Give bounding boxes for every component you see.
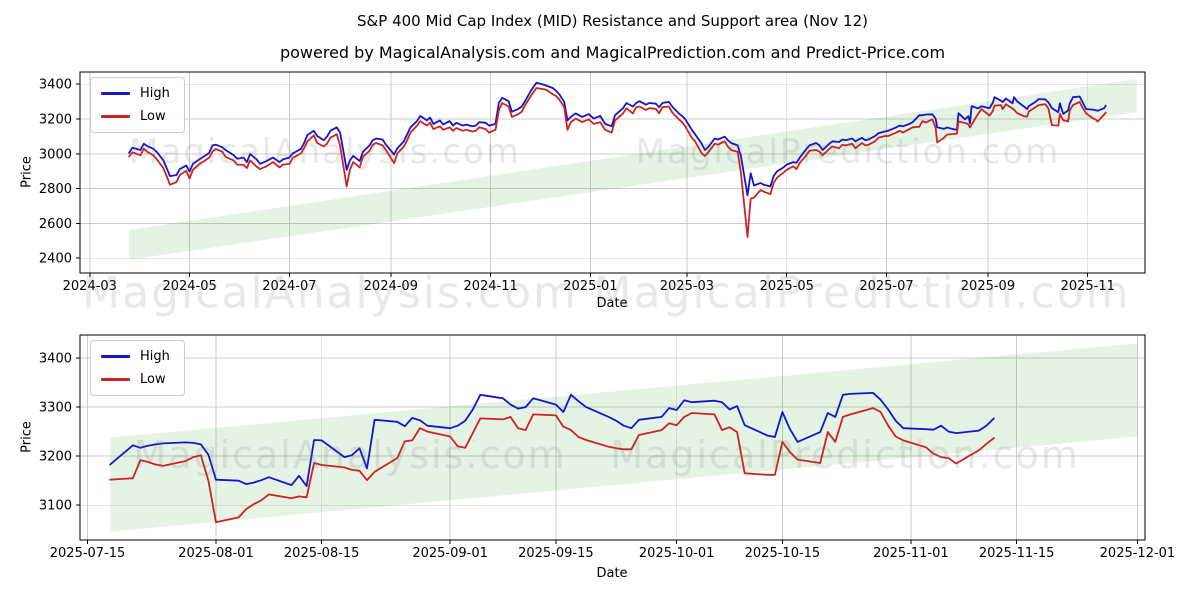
x-tick-label: 2025-12-01 bbox=[1100, 546, 1176, 561]
legend-low-label: Low bbox=[140, 372, 166, 387]
low-line bbox=[128, 87, 1107, 238]
watermark-prediction: MagicalPrediction.com bbox=[610, 433, 1080, 477]
legend-low-label: Low bbox=[140, 109, 166, 124]
legend-row-low: Low bbox=[101, 109, 170, 124]
top-chart-xlabel: Date bbox=[596, 296, 628, 311]
x-tick-label: 2025-11 bbox=[1061, 279, 1115, 294]
high-line bbox=[128, 81, 1107, 197]
y-tick-label: 3200 bbox=[39, 450, 72, 465]
y-tick-label: 2800 bbox=[39, 182, 72, 197]
figure-subtitle: powered by MagicalAnalysis.com and Magic… bbox=[279, 43, 946, 62]
figure-title: S&P 400 Mid Cap Index (MID) Resistance a… bbox=[357, 12, 868, 30]
high-line-swatch bbox=[101, 92, 130, 95]
legend-row-low: Low bbox=[101, 372, 170, 387]
x-tick-label: 2024-03 bbox=[63, 279, 117, 294]
x-tick-label: 2024-05 bbox=[162, 279, 216, 294]
high-line-swatch bbox=[101, 355, 130, 358]
low-line-swatch bbox=[101, 115, 130, 118]
y-tick-label: 3400 bbox=[39, 78, 72, 93]
x-tick-label: 2025-10-15 bbox=[745, 546, 821, 561]
x-tick-label: 2025-05 bbox=[760, 279, 814, 294]
bottom-chart-legend: High Low bbox=[90, 340, 185, 396]
x-tick-label: 2024-07 bbox=[262, 279, 316, 294]
y-tick-label: 3300 bbox=[39, 401, 72, 416]
x-tick-label: 2025-01 bbox=[563, 279, 617, 294]
legend-row-high: High bbox=[101, 349, 170, 364]
x-tick-label: 2024-11 bbox=[463, 279, 517, 294]
high-line bbox=[109, 391, 995, 488]
top-chart: 2024-03 2024-05 2024-07 2024-09 2024-11 2025-… bbox=[39, 71, 1146, 294]
x-tick-label: 2025-09 bbox=[961, 279, 1015, 294]
watermark-prediction: MagicalPrediction.com bbox=[635, 132, 1061, 172]
y-tick-label: 2400 bbox=[39, 252, 72, 267]
top-chart-legend: High Low bbox=[90, 77, 185, 133]
bottom-chart-xlabel: Date bbox=[596, 566, 628, 581]
watermark-analysis: MagicalAnalysis.com bbox=[129, 132, 521, 172]
y-tick-label: 3200 bbox=[39, 112, 72, 127]
bottom-chart: 2025-07-15 2025-08-01 2025-08-15 2025-09-01… bbox=[39, 334, 1176, 561]
low-line-swatch bbox=[101, 378, 130, 381]
legend-high-label: High bbox=[140, 349, 170, 364]
x-tick-label: 2025-08-15 bbox=[284, 546, 360, 561]
x-tick-label: 2025-11-15 bbox=[979, 546, 1055, 561]
x-tick-label: 2025-08-01 bbox=[178, 546, 254, 561]
y-tick-label: 2600 bbox=[39, 217, 72, 232]
y-tick-label: 3100 bbox=[39, 499, 72, 514]
y-tick-label: 3400 bbox=[39, 352, 72, 367]
axes-frame bbox=[79, 71, 1146, 274]
support-resistance-band bbox=[129, 78, 1137, 260]
x-tick-label: 2025-09-15 bbox=[518, 546, 594, 561]
watermark-analysis: MagicalAnalysis.com bbox=[82, 267, 578, 319]
low-line bbox=[109, 407, 995, 524]
x-tick-label: 2025-07-15 bbox=[50, 546, 126, 561]
x-tick-label: 2025-09-01 bbox=[412, 546, 488, 561]
x-tick-label: 2025-10-01 bbox=[639, 546, 715, 561]
y-tick-label: 3000 bbox=[39, 147, 72, 162]
top-chart-ylabel: Price bbox=[19, 156, 35, 188]
legend-row-high: High bbox=[101, 86, 170, 101]
x-tick-label: 2025-11-01 bbox=[873, 546, 949, 561]
axes-frame bbox=[79, 334, 1146, 541]
legend-high-label: High bbox=[140, 86, 170, 101]
watermark-analysis: MagicalAnalysis.com bbox=[133, 433, 567, 477]
bottom-chart-ylabel: Price bbox=[19, 421, 35, 453]
x-tick-label: 2024-09 bbox=[364, 279, 418, 294]
watermark-prediction: MagicalPrediction.com bbox=[593, 267, 1131, 319]
x-tick-label: 2025-03 bbox=[660, 279, 714, 294]
x-tick-label: 2025-07 bbox=[859, 279, 913, 294]
support-resistance-band bbox=[110, 343, 1138, 532]
